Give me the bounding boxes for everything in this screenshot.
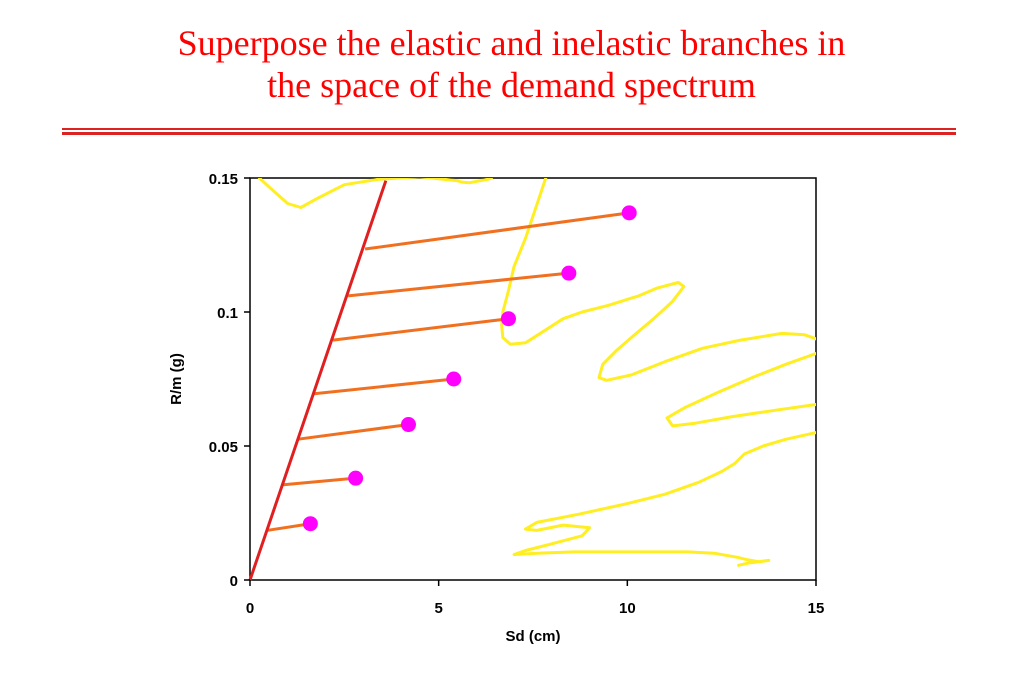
y-tick-label-1: 0.05 [209,439,238,456]
x-axis-label: Sd (cm) [505,628,560,645]
peak-point-2 [348,470,364,486]
inelastic-branch-6 [347,271,570,298]
title-divider-bottom [62,132,956,135]
peak-point-1 [302,516,318,532]
demand-spectrum-curve-4 [512,431,816,567]
tick-layer: 0 5 10 15 0 0.05 0.1 0.15 [209,171,825,617]
y-axis-label: R/m (g) [168,353,185,405]
demand-spectrum-curve-3 [665,352,816,428]
elastic-branch [248,180,388,581]
plot-area [249,177,817,581]
x-tick-label-3: 15 [808,600,825,617]
peak-point-6 [561,265,577,281]
slide-title-line-1: Superpose the elastic and inelastic bran… [177,23,846,63]
peak-point-layer [302,205,637,532]
x-tick-label-2: 10 [619,600,636,617]
inelastic-branch-3 [296,423,409,441]
demand-spectrum-curve-1 [257,178,493,209]
inelastic-branch-4 [313,377,454,396]
inelastic-branch-7 [364,211,630,251]
inelastic-branch-2 [281,476,356,487]
title-divider-top [62,128,956,130]
y-tick-label-0: 0 [230,573,238,590]
x-tick-label-1: 5 [434,600,442,617]
slide-title: Superpose the elastic and inelastic bran… [0,22,1023,106]
peak-point-5 [500,311,516,327]
x-tick-label-0: 0 [246,600,254,617]
inelastic-branch-5 [332,317,509,342]
peak-point-4 [446,371,462,387]
peak-point-3 [400,417,416,433]
y-tick-label-2: 0.1 [217,305,238,322]
peak-point-7 [621,205,637,221]
y-tick-label-3: 0.15 [209,171,238,188]
slide-title-line-2: the space of the demand spectrum [267,65,756,105]
branch-layer [248,180,630,581]
